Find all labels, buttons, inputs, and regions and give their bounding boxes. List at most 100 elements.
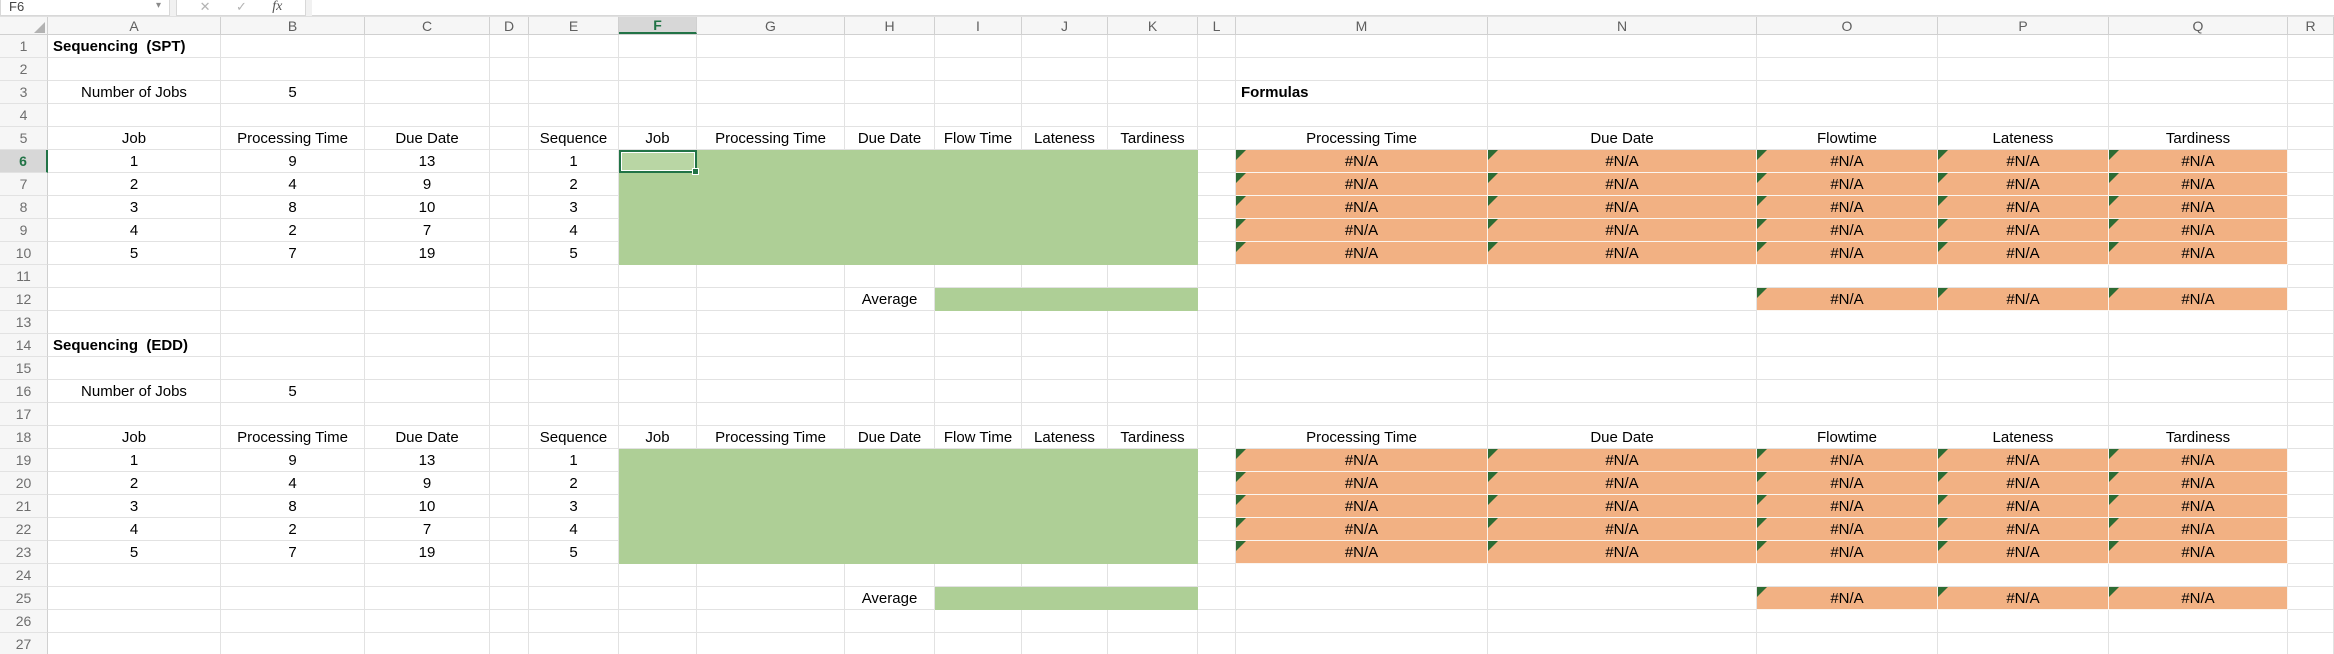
insert-function-icon[interactable]: fx	[272, 0, 283, 14]
cell-A24[interactable]	[48, 564, 221, 587]
column-header-D[interactable]: D	[490, 17, 529, 34]
cell-D22[interactable]	[490, 518, 529, 541]
cell-I3[interactable]	[935, 81, 1022, 104]
cell-K17[interactable]	[1108, 403, 1198, 426]
cell-H18[interactable]: Due Date	[845, 426, 935, 449]
cell-A10[interactable]: 5	[48, 242, 221, 265]
cell-L7[interactable]	[1198, 173, 1236, 196]
cell-N23[interactable]: #N/A	[1488, 541, 1757, 564]
cell-R18[interactable]	[2288, 426, 2334, 449]
cell-A5[interactable]: Job	[48, 127, 221, 150]
cell-O15[interactable]	[1757, 357, 1938, 380]
cell-E24[interactable]	[529, 564, 619, 587]
cell-D18[interactable]	[490, 426, 529, 449]
row-header-8[interactable]: 8	[0, 196, 48, 219]
cell-A17[interactable]	[48, 403, 221, 426]
cell-C8[interactable]: 10	[365, 196, 490, 219]
cell-I1[interactable]	[935, 35, 1022, 58]
cell-M9[interactable]: #N/A	[1236, 219, 1488, 242]
cell-M4[interactable]	[1236, 104, 1488, 127]
cell-C27[interactable]	[365, 633, 490, 654]
cell-J4[interactable]	[1022, 104, 1108, 127]
cell-Q9[interactable]: #N/A	[2109, 219, 2288, 242]
cell-K18[interactable]: Tardiness	[1108, 426, 1198, 449]
cell-P8[interactable]: #N/A	[1938, 196, 2109, 219]
cell-R20[interactable]	[2288, 472, 2334, 495]
cell-I27[interactable]	[935, 633, 1022, 654]
cell-G4[interactable]	[697, 104, 845, 127]
cell-P17[interactable]	[1938, 403, 2109, 426]
cell-K13[interactable]	[1108, 311, 1198, 334]
row-header-15[interactable]: 15	[0, 357, 48, 380]
cell-F11[interactable]	[619, 265, 697, 288]
cell-D6[interactable]	[490, 150, 529, 173]
cell-H26[interactable]	[845, 610, 935, 633]
cell-H17[interactable]	[845, 403, 935, 426]
cell-K26[interactable]	[1108, 610, 1198, 633]
cell-B12[interactable]	[221, 288, 365, 311]
cell-F1[interactable]	[619, 35, 697, 58]
cell-N24[interactable]	[1488, 564, 1757, 587]
cell-I19[interactable]	[935, 449, 1022, 472]
cell-K19[interactable]	[1108, 449, 1198, 472]
row-header-9[interactable]: 9	[0, 219, 48, 242]
row-header-20[interactable]: 20	[0, 472, 48, 495]
cell-K15[interactable]	[1108, 357, 1198, 380]
cell-F7[interactable]	[619, 173, 697, 196]
cell-R16[interactable]	[2288, 380, 2334, 403]
cell-D3[interactable]	[490, 81, 529, 104]
row-header-17[interactable]: 17	[0, 403, 48, 426]
cell-G21[interactable]	[697, 495, 845, 518]
cell-I14[interactable]	[935, 334, 1022, 357]
cell-C16[interactable]	[365, 380, 490, 403]
row-header-3[interactable]: 3	[0, 81, 48, 104]
cell-F10[interactable]	[619, 242, 697, 265]
cell-A6[interactable]: 1	[48, 150, 221, 173]
cell-D4[interactable]	[490, 104, 529, 127]
cell-K9[interactable]	[1108, 219, 1198, 242]
cell-D27[interactable]	[490, 633, 529, 654]
cell-P26[interactable]	[1938, 610, 2109, 633]
cell-R4[interactable]	[2288, 104, 2334, 127]
cell-F18[interactable]: Job	[619, 426, 697, 449]
cell-N22[interactable]: #N/A	[1488, 518, 1757, 541]
cell-N27[interactable]	[1488, 633, 1757, 654]
cell-P7[interactable]: #N/A	[1938, 173, 2109, 196]
cell-L20[interactable]	[1198, 472, 1236, 495]
cell-D10[interactable]	[490, 242, 529, 265]
cell-C20[interactable]: 9	[365, 472, 490, 495]
cell-L9[interactable]	[1198, 219, 1236, 242]
column-header-H[interactable]: H	[845, 17, 935, 34]
column-header-O[interactable]: O	[1757, 17, 1938, 34]
cell-N4[interactable]	[1488, 104, 1757, 127]
cell-E21[interactable]: 3	[529, 495, 619, 518]
cell-L4[interactable]	[1198, 104, 1236, 127]
cell-F23[interactable]	[619, 541, 697, 564]
cell-D15[interactable]	[490, 357, 529, 380]
cell-I16[interactable]	[935, 380, 1022, 403]
cell-C14[interactable]	[365, 334, 490, 357]
cell-M27[interactable]	[1236, 633, 1488, 654]
cell-I20[interactable]	[935, 472, 1022, 495]
cell-M24[interactable]	[1236, 564, 1488, 587]
cell-H14[interactable]	[845, 334, 935, 357]
row-header-16[interactable]: 16	[0, 380, 48, 403]
cell-F27[interactable]	[619, 633, 697, 654]
cell-O26[interactable]	[1757, 610, 1938, 633]
column-header-L[interactable]: L	[1198, 17, 1236, 34]
cell-P23[interactable]: #N/A	[1938, 541, 2109, 564]
cell-F13[interactable]	[619, 311, 697, 334]
cell-Q10[interactable]: #N/A	[2109, 242, 2288, 265]
cell-M21[interactable]: #N/A	[1236, 495, 1488, 518]
cell-K6[interactable]	[1108, 150, 1198, 173]
cell-C7[interactable]: 9	[365, 173, 490, 196]
cell-P11[interactable]	[1938, 265, 2109, 288]
cell-G9[interactable]	[697, 219, 845, 242]
cell-R23[interactable]	[2288, 541, 2334, 564]
cell-I21[interactable]	[935, 495, 1022, 518]
cell-H4[interactable]	[845, 104, 935, 127]
cell-J10[interactable]	[1022, 242, 1108, 265]
cell-A2[interactable]	[48, 58, 221, 81]
cell-A25[interactable]	[48, 587, 221, 610]
cell-Q4[interactable]	[2109, 104, 2288, 127]
